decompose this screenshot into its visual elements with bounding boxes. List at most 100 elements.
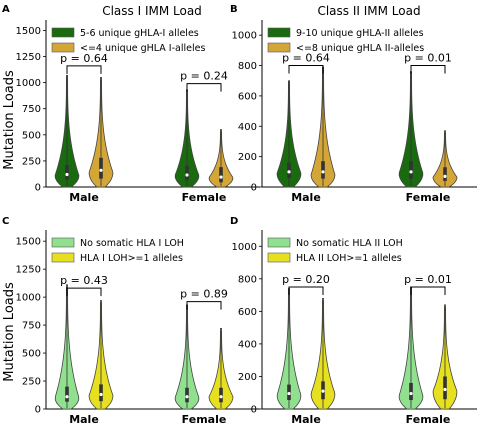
y-tick-label: 800 [238, 274, 257, 285]
x-category-label: Male [291, 191, 321, 204]
legend-label: 9-10 unique gHLA-II alleles [296, 28, 424, 39]
violin-iqr-box [409, 161, 413, 179]
y-tick-label: 250 [22, 377, 41, 388]
y-tick-label: 800 [238, 61, 257, 72]
x-category-label: Male [69, 413, 99, 423]
y-tick-label: 600 [238, 307, 257, 318]
pvalue-label: p = 0.01 [404, 273, 452, 286]
legend-label: <=4 unique gHLA I-alleles [80, 43, 205, 54]
violin-median [287, 391, 291, 396]
violin-iqr-box [443, 167, 447, 181]
column-title-class-i: Class I IMM Load [102, 4, 202, 18]
y-tick-label: 200 [238, 372, 257, 383]
violin-iqr-box [321, 161, 325, 179]
legend-swatch [267, 252, 291, 263]
x-category-label: Female [182, 413, 227, 423]
y-tick-label: 1000 [16, 293, 41, 304]
y-tick-label: 750 [22, 104, 41, 115]
violin-iqr-box [99, 384, 103, 402]
legend: No somatic HLA I LOH HLA I LOH>=1 alleles [51, 237, 184, 264]
legend-swatch [267, 237, 291, 248]
y-tick-label: 750 [22, 321, 41, 332]
legend: 9-10 unique gHLA-II alleles <=8 unique gH… [267, 27, 424, 54]
y-tick-label: 200 [238, 152, 257, 163]
y-tick-label: 0 [35, 183, 41, 194]
legend: No somatic HLA II LOH HLA II LOH>=1 allel… [267, 237, 403, 264]
violin-median [443, 387, 447, 392]
y-tick-label: 600 [238, 91, 257, 102]
y-tick-label: 500 [22, 349, 41, 360]
violin-median [443, 174, 447, 178]
pvalue-label: p = 0.20 [282, 273, 330, 286]
column-title-class-ii: Class II IMM Load [317, 4, 420, 18]
pvalue-label: p = 0.64 [282, 52, 330, 65]
ylabel-bottom: Mutation Loads [2, 282, 17, 382]
pvalue-bracket [410, 286, 446, 295]
pvalue-bracket [186, 301, 222, 310]
legend-label: No somatic HLA II LOH [296, 238, 403, 249]
violin-median [99, 168, 103, 172]
y-tick-label: 1500 [16, 237, 41, 248]
violin-iqr-box [409, 382, 413, 401]
legend-label: HLA II LOH>=1 alleles [296, 253, 402, 264]
violin-median [65, 395, 69, 399]
y-tick-label: 400 [238, 122, 257, 133]
pvalue-bracket [66, 65, 102, 74]
y-tick-label: 1500 [16, 26, 41, 37]
y-tick-label: 500 [22, 130, 41, 141]
pvalue-label: p = 0.64 [60, 52, 108, 65]
legend-swatch [51, 237, 75, 248]
legend-swatch [267, 42, 291, 53]
violin-median [185, 173, 189, 177]
legend-swatch [51, 27, 75, 38]
panel-c: C 0 250 500 750 1000 1250 1500 Male Female p = 0.4… [2, 216, 260, 423]
pvalue-label: p = 0.01 [404, 52, 452, 65]
violin-median [409, 170, 413, 174]
legend-label: 5-6 unique gHLA-I alleles [80, 28, 199, 39]
y-tick-label: 0 [251, 405, 257, 416]
legend-label: HLA I LOH>=1 alleles [80, 253, 183, 264]
violin-median [321, 170, 325, 174]
y-tick-label: 1000 [16, 78, 41, 89]
y-tick-label: 1000 [232, 242, 257, 253]
y-tick-label: 250 [22, 156, 41, 167]
violin-iqr-box [185, 166, 189, 181]
violin-iqr-box [443, 376, 447, 400]
y-tick-label: 1000 [232, 31, 257, 42]
x-category-label: Male [69, 191, 99, 204]
ylabel-top: Mutation Loads [2, 70, 17, 170]
pvalue-label: p = 0.24 [180, 70, 228, 83]
pvalue-bracket [288, 286, 324, 295]
panel-b: B 0 200 400 600 800 1000 Male Female p = 0.64 p = … [230, 4, 477, 204]
violin-median [219, 395, 223, 399]
x-category-label: Male [291, 413, 321, 423]
y-tick-label: 0 [35, 405, 41, 416]
pvalue-label: p = 0.43 [60, 274, 108, 287]
x-category-label: Female [406, 413, 451, 423]
violin-median [321, 389, 325, 393]
y-tick-label: 400 [238, 339, 257, 350]
pvalue-bracket [186, 83, 222, 92]
panel-d: D 0 200 400 600 800 1000 Male Female p = 0.20 p = … [230, 216, 477, 423]
pvalue-bracket [410, 65, 446, 74]
violin-median [287, 170, 291, 174]
panels: A 0 250 500 750 1000 1250 1500 Male Female p = 0.6… [2, 4, 477, 423]
legend-label: No somatic HLA I LOH [80, 238, 184, 249]
violin-iqr-box [99, 157, 103, 179]
y-tick-label: 1250 [16, 52, 41, 63]
violin-median [99, 392, 103, 397]
panel-letter: A [2, 4, 10, 15]
legend-swatch [51, 42, 75, 53]
legend-swatch [267, 27, 291, 38]
violin-median [185, 395, 189, 399]
violin-iqr-box [185, 387, 189, 403]
pvalue-bracket [66, 287, 102, 297]
panel-a: A 0 250 500 750 1000 1250 1500 Male Female p = 0.6… [2, 4, 260, 204]
pvalue-bracket [288, 65, 324, 74]
x-category-label: Female [406, 191, 451, 204]
violin-iqr-box [65, 386, 69, 402]
violin-iqr-box [219, 387, 223, 403]
legend-swatch [51, 252, 75, 263]
violin-iqr-box [219, 167, 223, 183]
